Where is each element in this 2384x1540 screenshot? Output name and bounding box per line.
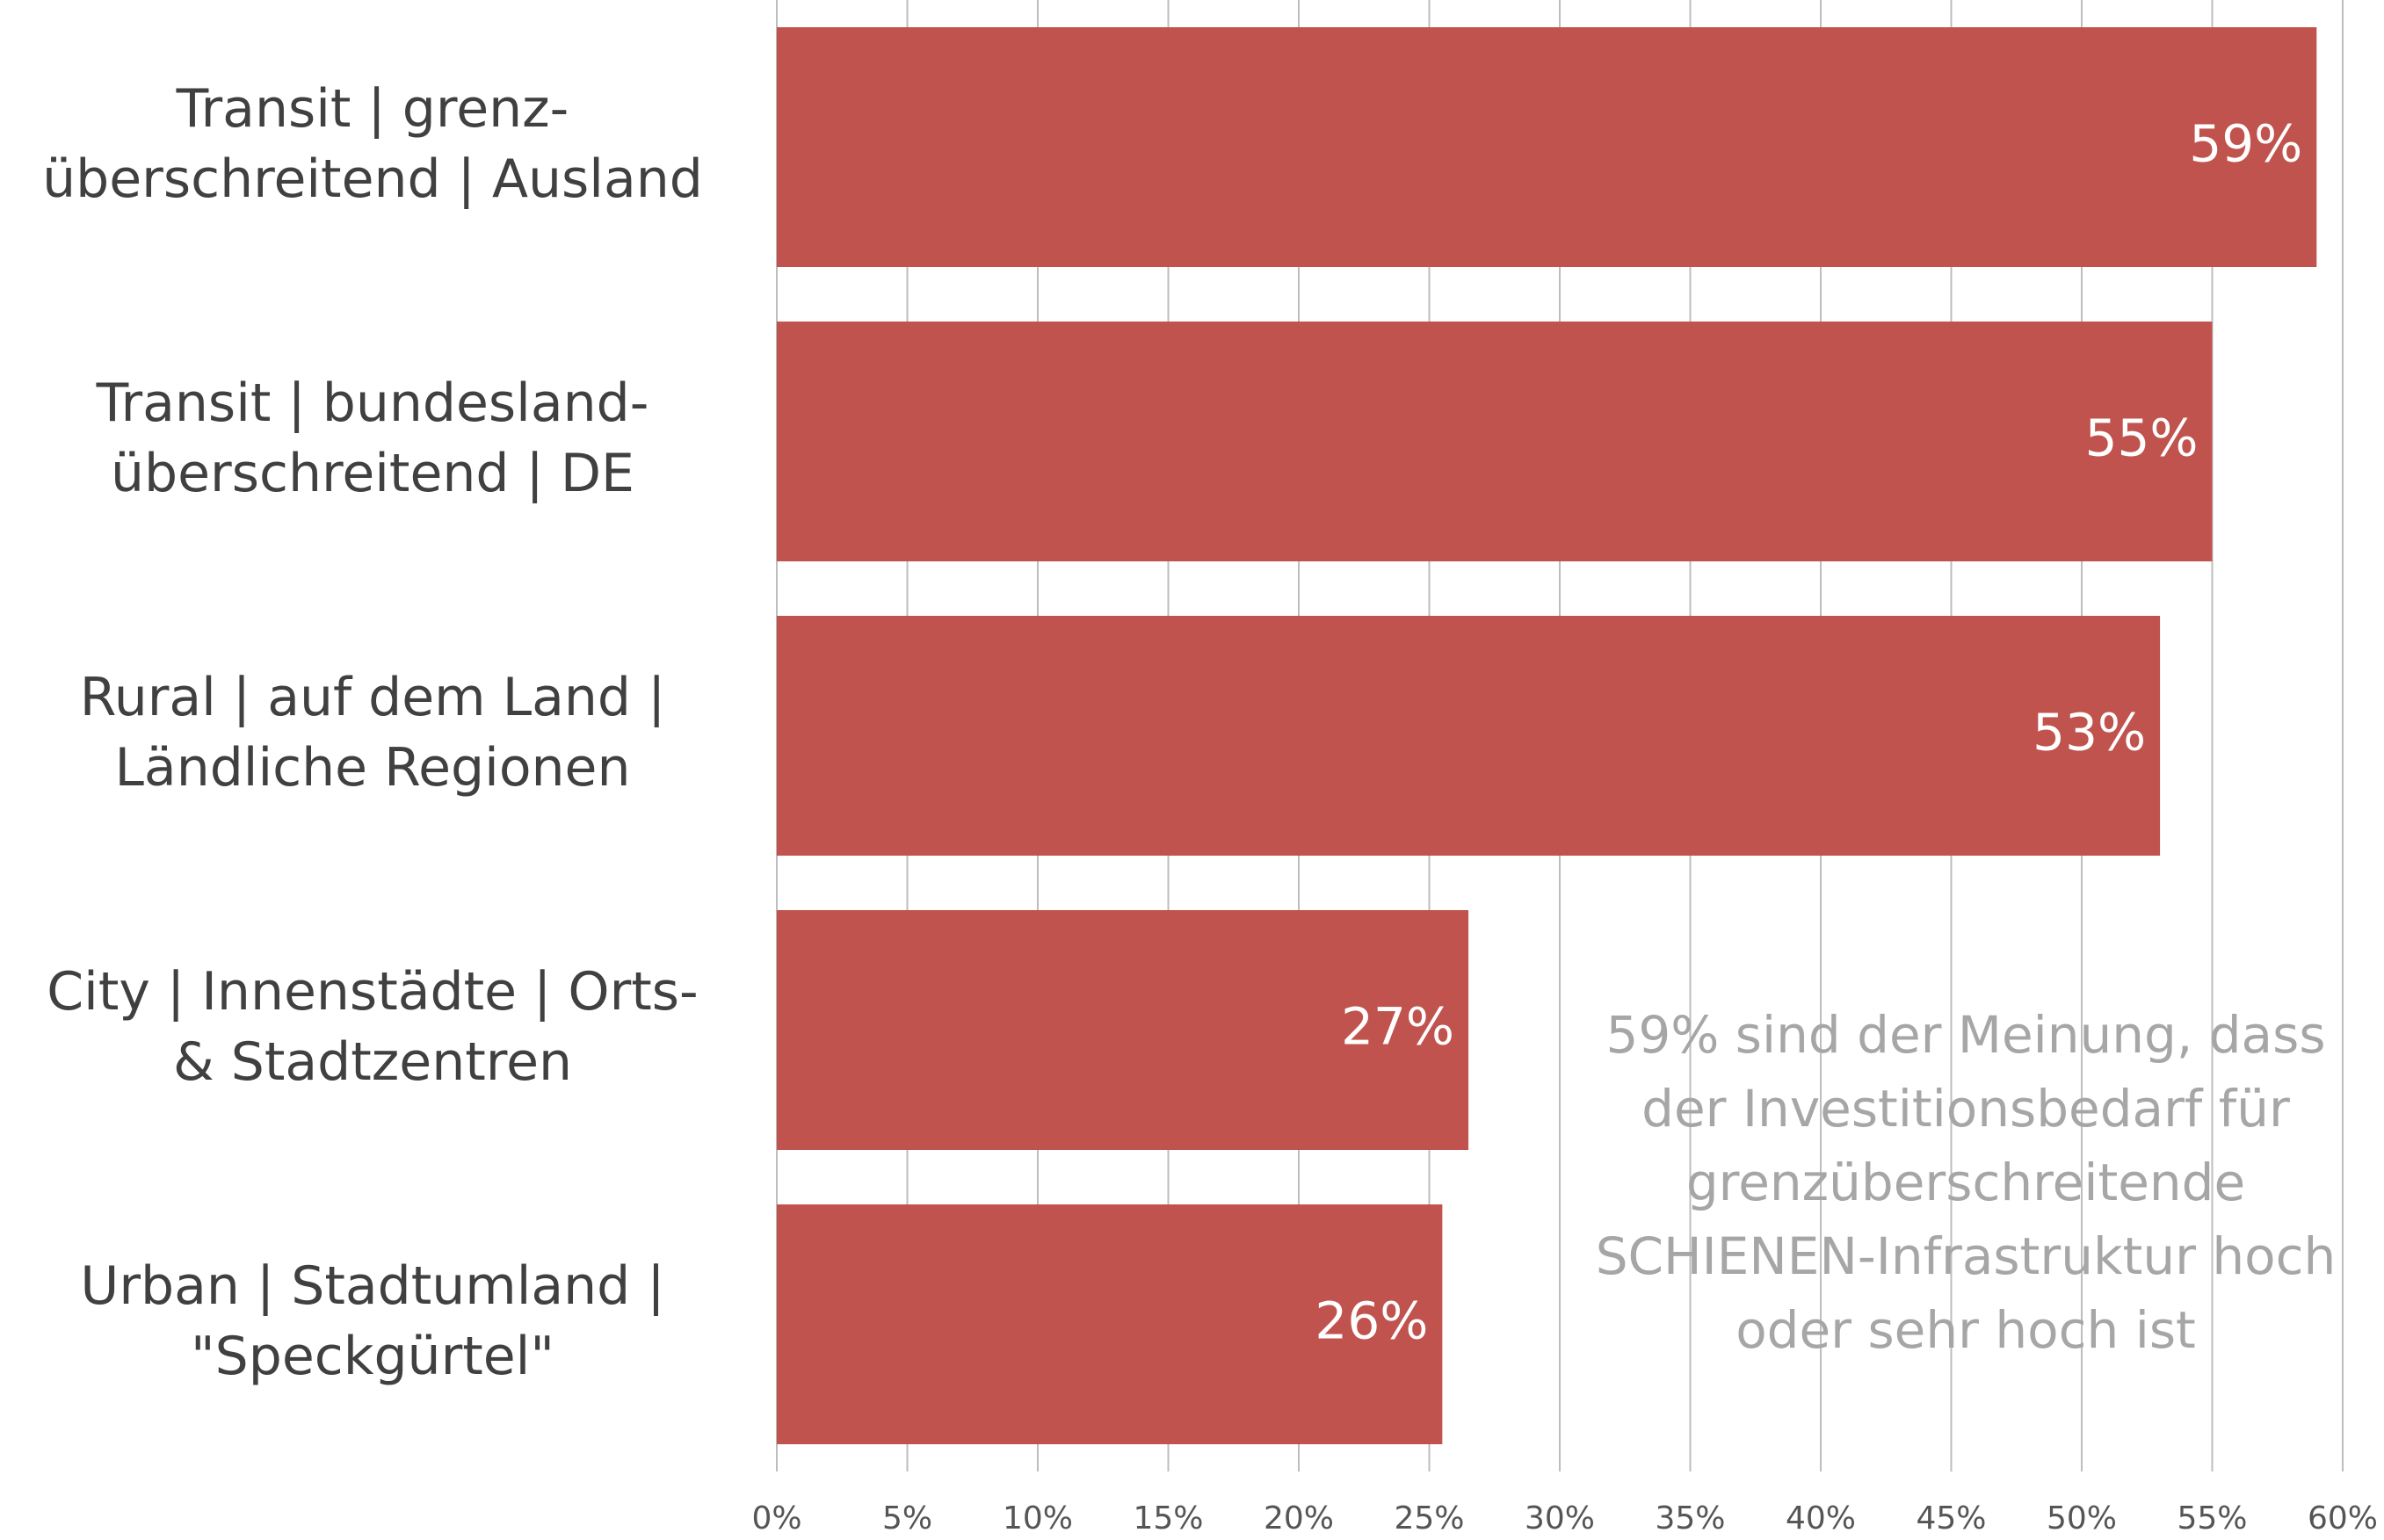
value-label: 53% — [2033, 703, 2146, 763]
annotation: 59% sind der Meinung, dass — [1605, 1005, 2325, 1065]
x-tick-label: 35% — [1655, 1500, 1725, 1536]
bar — [777, 616, 2161, 856]
category-label: Rural | auf dem Land | — [80, 667, 666, 728]
x-tick-label: 55% — [2177, 1500, 2247, 1536]
value-label: 27% — [1341, 997, 1454, 1057]
labels: 0% 5% 10% 15% 20% 25% 30% 35% 40% 45% 50% 55% 60% 59%… — [42, 78, 2378, 1536]
value-label: 59% — [2189, 114, 2302, 174]
category-label: City | Innenstädte | Orts- — [47, 961, 698, 1023]
annotation: oder sehr hoch ist — [1735, 1300, 2196, 1360]
x-tick-label: 15% — [1133, 1500, 1203, 1536]
bars — [777, 27, 2317, 1444]
bar — [777, 27, 2317, 267]
x-tick-label: 20% — [1264, 1500, 1334, 1536]
x-tick-label: 40% — [1786, 1500, 1856, 1536]
category-label: Transit | grenz- — [176, 78, 569, 140]
category-label: Urban | Stadtumland | — [80, 1255, 664, 1317]
category-label: Transit | bundesland- — [96, 372, 649, 434]
bar — [777, 910, 1469, 1150]
category-label: "Speckgürtel" — [191, 1326, 554, 1387]
x-tick-label: 0% — [751, 1500, 801, 1536]
category-label: überschreitend | DE — [111, 443, 634, 504]
x-tick-label: 25% — [1394, 1500, 1464, 1536]
x-tick-label: 5% — [882, 1500, 932, 1536]
category-label: & Stadtzentren — [173, 1031, 572, 1093]
value-label: 55% — [2085, 408, 2199, 468]
bar — [777, 1204, 1443, 1444]
x-tick-label: 60% — [2308, 1500, 2378, 1536]
x-tick-label: 10% — [1003, 1500, 1073, 1536]
x-tick-label: 30% — [1525, 1500, 1595, 1536]
category-label: Ländliche Regionen — [115, 737, 631, 799]
annotation: SCHIENEN-Infrastruktur hoch — [1596, 1226, 2337, 1286]
annotation: der Investitionsbedarf für — [1641, 1079, 2290, 1139]
x-tick-label: 45% — [1916, 1500, 1986, 1536]
bar — [777, 322, 2213, 561]
annotation: grenzüberschreitende — [1686, 1153, 2245, 1212]
category-label: überschreitend | Ausland — [42, 148, 703, 210]
value-label: 26% — [1315, 1291, 1428, 1351]
x-tick-label: 50% — [2047, 1500, 2117, 1536]
